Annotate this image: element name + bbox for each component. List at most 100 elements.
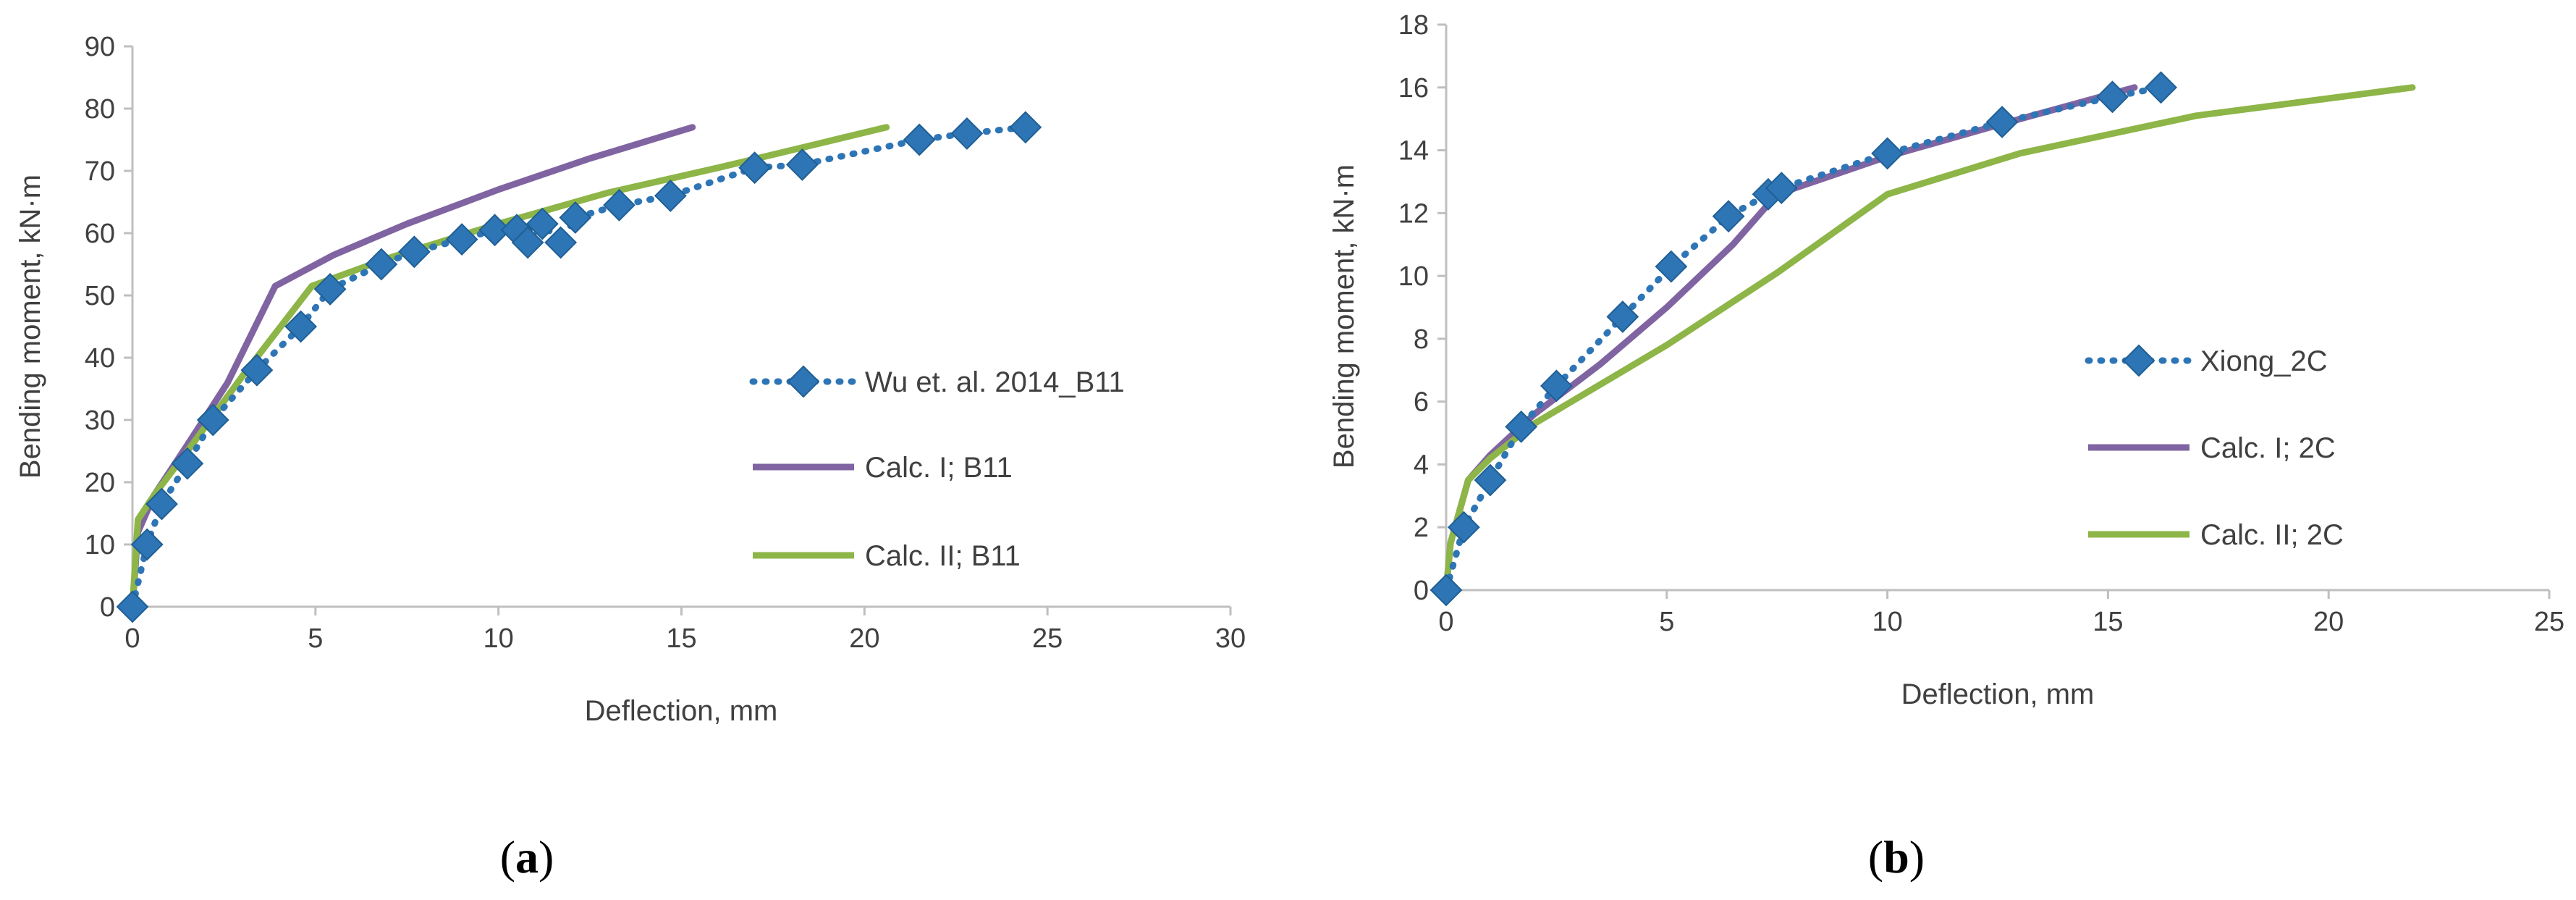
chart-a-y-ticks: 0 10 20 30 40 50 60 70 80 90 [85, 32, 132, 623]
legend-label: Calc. I; 2C [2200, 432, 2336, 464]
chart-a-x-tick-label: 10 [483, 623, 514, 654]
data-point-diamond [397, 235, 431, 269]
chart-b-y-axis-title: Bending moment, kN·m [1328, 164, 1360, 468]
data-point-diamond [171, 447, 204, 480]
chart-a-y-tick-label: 30 [85, 405, 115, 436]
legend-label: Xiong_2C [2200, 345, 2328, 377]
chart-a-y-axis-title: Bending moment, kN·m [14, 174, 46, 479]
chart-a-x-ticks: 0 5 10 15 20 25 30 [124, 607, 1246, 654]
chart-a-y-tick-label: 90 [85, 32, 115, 62]
legend-label: Calc. II; B11 [865, 540, 1021, 572]
data-point-diamond [1009, 111, 1042, 144]
chart-b-axes: 0 5 10 15 20 25 0 2 4 6 8 10 12 14 16 18 [1398, 10, 2564, 637]
chart-a-axes: 0 5 10 15 20 25 30 0 10 20 30 40 50 60 70 80 90 [85, 32, 1246, 654]
data-point-diamond [1985, 106, 2019, 138]
chart-b-y-tick-label: 0 [1414, 576, 1429, 606]
chart-a-y-tick-label: 0 [100, 592, 115, 623]
chart-a-y-tick-label: 40 [85, 343, 115, 374]
chart-a-y-tick-label: 50 [85, 281, 115, 311]
data-point-diamond [365, 248, 398, 281]
legend-item-experimental: Xiong_2C [2085, 344, 2328, 377]
chart-b-x-ticks: 0 5 10 15 20 25 [1438, 590, 2564, 637]
chart-b-y-tick-label: 12 [1398, 198, 1429, 229]
panel-letter: a [515, 831, 539, 883]
chart-b-y-tick-label: 16 [1398, 73, 1429, 104]
chart-b-y-tick-label: 14 [1398, 136, 1429, 167]
legend-item-calc1: Calc. I; B11 [753, 452, 1013, 484]
chart-b-y-tick-label: 18 [1398, 10, 1429, 41]
chart-a-series [116, 111, 1042, 623]
chart-b-y-tick-label: 4 [1414, 450, 1429, 480]
data-point-diamond [116, 590, 149, 623]
chart-b-x-tick-label: 5 [1659, 607, 1674, 637]
chart-a-x-tick-label: 20 [849, 623, 879, 654]
data-point-diamond [145, 487, 178, 521]
chart-a-panel-label: (a) [500, 831, 554, 883]
data-point-diamond [240, 353, 274, 387]
chart-b-x-tick-label: 20 [2313, 607, 2344, 637]
chart-a-x-tick-label: 5 [308, 623, 323, 654]
data-point-diamond [785, 148, 819, 181]
data-point-diamond [196, 403, 229, 437]
data-point-diamond [738, 151, 772, 185]
chart-a-x-tick-label: 25 [1032, 623, 1063, 654]
legend-label: Calc. II; 2C [2200, 519, 2344, 551]
chart-b: 0 5 10 15 20 25 0 2 4 6 8 10 12 14 16 18 Deflection, m… [1328, 10, 2564, 883]
chart-b-y-ticks: 0 2 4 6 8 10 12 14 16 18 [1398, 10, 1446, 606]
data-point-diamond [2096, 80, 2129, 114]
series-line-calc1 [129, 124, 696, 610]
legend-item-calc1: Calc. I; 2C [2088, 432, 2336, 464]
chart-b-y-tick-label: 8 [1414, 324, 1429, 355]
chart-b-series [1430, 71, 2416, 607]
chart-b-x-tick-label: 25 [2534, 607, 2564, 637]
chart-b-x-tick-label: 10 [1872, 607, 1902, 637]
chart-b-x-tick-label: 15 [2093, 607, 2123, 637]
chart-b-y-tick-label: 10 [1398, 261, 1429, 292]
data-point-diamond [1765, 172, 1798, 205]
chart-b-x-tick-label: 0 [1438, 607, 1453, 637]
legend-item-calc2: Calc. II; 2C [2088, 519, 2344, 551]
data-point-diamond [1712, 200, 1745, 233]
series-line-calc1 [1443, 84, 2138, 594]
chart-a-x-tick-label: 15 [666, 623, 696, 654]
data-point-diamond [445, 223, 478, 256]
chart-a-y-tick-label: 70 [85, 156, 115, 187]
legend-label: Wu et. al. 2014_B11 [865, 366, 1125, 398]
data-point-diamond [903, 123, 936, 156]
chart-a-y-tick-label: 60 [85, 219, 115, 249]
data-point-diamond [130, 528, 164, 561]
chart-a-x-tick-label: 0 [124, 623, 140, 654]
data-point-diamond [603, 188, 635, 222]
data-point-diamond [1505, 410, 1538, 443]
chart-a-y-tick-label: 80 [85, 94, 115, 125]
data-point-diamond [559, 201, 592, 234]
chart-b-y-tick-label: 6 [1414, 387, 1429, 418]
data-point-diamond [1606, 300, 1639, 333]
chart-b-y-tick-label: 2 [1414, 513, 1429, 543]
data-point-diamond [1655, 250, 1688, 283]
chart-b-legend: Xiong_2C Calc. I; 2C Calc. II; 2C [2085, 344, 2344, 551]
legend-label: Calc. I; B11 [865, 452, 1013, 484]
data-point-diamond [1430, 573, 1463, 607]
data-point-diamond [544, 226, 578, 259]
series-line-calc2 [1443, 84, 2416, 594]
data-point-diamond [284, 310, 318, 343]
legend-diamond-marker [787, 365, 820, 398]
series-line-experimental [1443, 84, 2165, 594]
legend-diamond-marker [2122, 344, 2155, 377]
chart-a-legend: Wu et. al. 2014_B11 Calc. I; B11 Calc. I… [749, 365, 1125, 572]
legend-item-calc2: Calc. II; B11 [753, 540, 1021, 572]
data-point-diamond [950, 117, 984, 150]
data-point-diamond [313, 272, 347, 306]
panel-letter: b [1883, 831, 1909, 883]
data-point-diamond [1871, 137, 1904, 170]
data-point-diamond [525, 207, 559, 240]
data-point-diamond [1474, 463, 1507, 497]
chart-b-x-axis-title: Deflection, mm [1901, 678, 2095, 710]
chart-b-panel-label: (b) [1868, 831, 1925, 883]
data-point-diamond [511, 226, 544, 259]
chart-a-y-tick-label: 10 [85, 530, 115, 560]
data-point-diamond [654, 179, 687, 212]
chart-a-y-tick-label: 20 [85, 468, 115, 498]
